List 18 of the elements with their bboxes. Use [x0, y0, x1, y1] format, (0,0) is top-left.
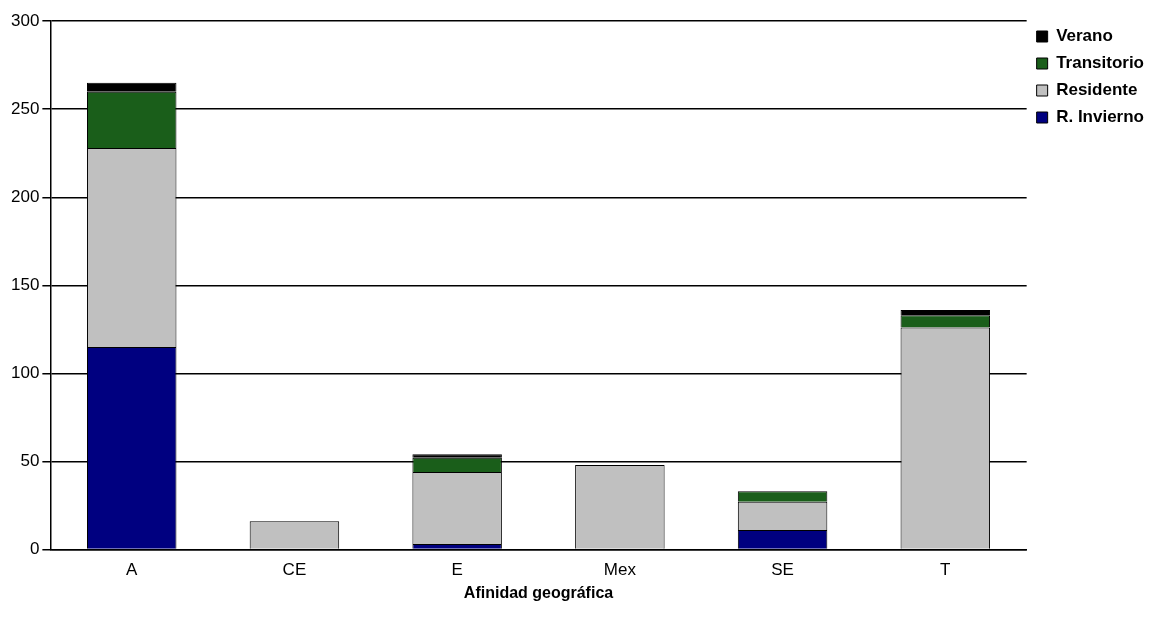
legend-label: R. Invierno — [1056, 107, 1145, 127]
legend-label: Transitorio — [1056, 53, 1145, 73]
legend-label: Verano — [1056, 26, 1113, 46]
x-tick-label: Mex — [603, 560, 637, 580]
y-tick-label: 50 — [20, 451, 40, 471]
y-tick-label: 200 — [10, 186, 40, 206]
x-tick-label: T — [940, 560, 951, 580]
x-tick-label: SE — [771, 560, 794, 580]
x-tick-label: A — [126, 560, 139, 580]
y-tick-label: 150 — [10, 274, 40, 294]
legend-label: Residente — [1056, 80, 1138, 100]
x-axis-title: Afinidad geográfica — [463, 583, 614, 601]
x-tick-label: E — [451, 560, 463, 580]
y-tick-label: 100 — [10, 363, 40, 383]
y-tick-label: 250 — [10, 98, 40, 118]
y-tick-label: 0 — [29, 539, 40, 559]
y-tick-label: 300 — [10, 10, 40, 30]
x-tick-label: CE — [282, 560, 307, 580]
